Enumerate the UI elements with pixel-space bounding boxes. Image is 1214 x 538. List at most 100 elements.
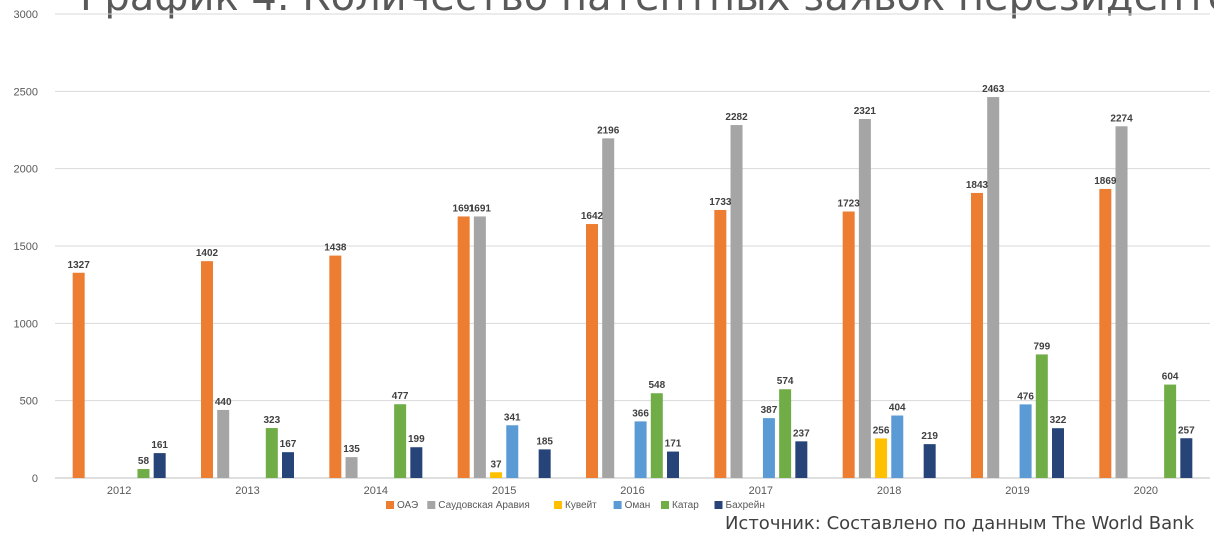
x-axis: 2012 2013 2014 2015 2016 2017 2018 2019 2020 [55, 477, 1210, 497]
bar [506, 425, 519, 478]
data-label: 199 [408, 434, 425, 445]
data-label: 2274 [1110, 113, 1133, 124]
bar [1035, 354, 1048, 478]
data-label: 404 [889, 403, 906, 414]
data-label: 1642 [581, 211, 604, 222]
bar [137, 469, 150, 478]
data-label: 2196 [597, 125, 620, 136]
bar [858, 119, 871, 478]
bar [842, 211, 855, 478]
data-label: 219 [921, 431, 938, 442]
data-label: 135 [343, 444, 360, 455]
data-label: 440 [215, 397, 232, 408]
data-label: 1733 [709, 197, 732, 208]
bar [265, 428, 278, 478]
legend-label: Саудовская Аравия [438, 500, 530, 511]
y-tick-label: 1000 [14, 318, 38, 330]
bar [971, 192, 983, 478]
data-label: 1327 [68, 260, 91, 271]
data-label: 37 [491, 459, 503, 470]
y-tick-label: 2000 [14, 164, 38, 176]
data-labels: 1327581611402440323167143813547719916911… [68, 84, 1196, 470]
bar [329, 255, 342, 478]
bar [345, 457, 358, 478]
x-tick-label: 2013 [235, 485, 259, 497]
data-label: 548 [648, 380, 665, 391]
data-label: 161 [151, 440, 168, 451]
legend: ОАЭ Саудовская Аравия Кувейт Оман Катар Бахре… [386, 500, 765, 511]
data-label: 1843 [966, 180, 989, 191]
data-label: 257 [1178, 425, 1195, 436]
bar [923, 444, 936, 478]
data-label: 477 [392, 391, 409, 402]
chart-title: График 4. Количество патентных заявок не… [80, 0, 1214, 20]
data-label: 237 [793, 428, 810, 439]
bar [538, 449, 551, 478]
y-tick-label: 2500 [14, 86, 38, 98]
legend-swatch [714, 501, 723, 509]
data-label: 1723 [838, 199, 861, 210]
bar [730, 125, 743, 479]
bar [650, 393, 663, 478]
data-label: 1438 [324, 243, 347, 254]
bar [667, 451, 679, 478]
data-label: 387 [761, 405, 778, 416]
legend-swatch [427, 501, 436, 509]
x-tick-label: 2015 [492, 485, 516, 497]
x-tick-label: 2017 [749, 485, 773, 497]
x-tick-label: 2016 [620, 485, 644, 497]
data-label: 1402 [196, 248, 219, 259]
bar [217, 409, 230, 478]
x-tick-label: 2019 [1005, 485, 1029, 497]
data-label: 323 [263, 415, 280, 426]
bar [762, 418, 775, 478]
source-note: Источник: Составлено по данным The World… [724, 513, 1194, 534]
bar [634, 421, 647, 478]
data-label: 366 [632, 408, 649, 419]
data-label: 171 [665, 439, 682, 450]
data-label: 185 [536, 436, 553, 447]
bar [1164, 384, 1177, 478]
gridlines [55, 13, 1210, 402]
x-tick-label: 2012 [107, 485, 131, 497]
legend-swatch [554, 501, 562, 509]
bar [795, 441, 808, 478]
bar [602, 138, 615, 479]
y-axis: 0 500 1000 1500 2000 2500 3000 [14, 9, 38, 485]
bars [72, 97, 1193, 479]
data-label: 1691 [469, 203, 492, 214]
bar [714, 209, 727, 479]
bar [586, 224, 598, 478]
y-tick-label: 0 [32, 473, 38, 485]
bar [891, 415, 904, 478]
data-label: 256 [873, 425, 890, 436]
bar [1115, 126, 1128, 479]
data-label: 1869 [1094, 176, 1117, 187]
data-label: 2463 [982, 84, 1005, 95]
bar [473, 216, 486, 478]
bar [457, 216, 470, 478]
bar [1052, 428, 1064, 478]
bar [875, 438, 888, 478]
y-tick-label: 1500 [14, 241, 38, 253]
data-label: 2321 [854, 106, 877, 117]
legend-swatch [613, 501, 622, 509]
bar [779, 389, 792, 478]
bar [490, 472, 503, 478]
bar [1099, 188, 1112, 479]
legend-swatch [661, 501, 669, 509]
legend-label: Кувейт [565, 500, 597, 511]
data-label: 167 [280, 439, 297, 450]
y-tick-label: 3000 [14, 9, 38, 21]
data-label: 58 [138, 456, 150, 467]
legend-label: Оман [625, 500, 651, 511]
bar [282, 452, 294, 478]
bar [1019, 404, 1032, 478]
data-label: 1691 [453, 203, 476, 214]
data-label: 2282 [725, 112, 748, 123]
data-label: 322 [1050, 415, 1067, 426]
legend-label: Бахрейн [726, 500, 765, 511]
data-label: 341 [504, 412, 521, 423]
bar [1180, 438, 1193, 478]
